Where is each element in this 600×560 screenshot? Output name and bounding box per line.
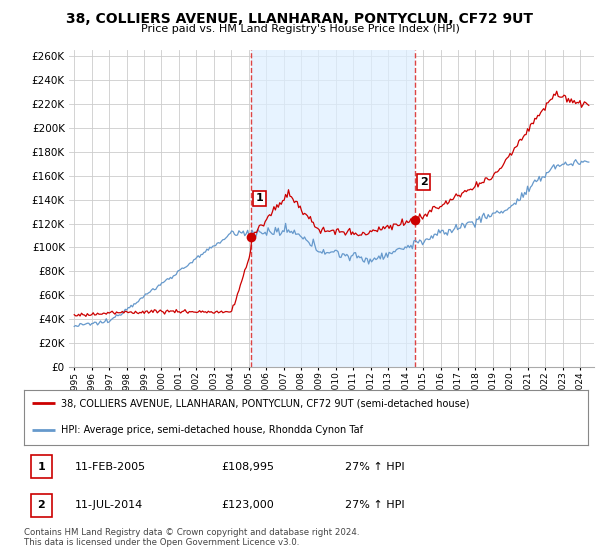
Text: 2: 2 (420, 177, 427, 186)
Text: 11-JUL-2014: 11-JUL-2014 (75, 501, 143, 510)
Text: 27% ↑ HPI: 27% ↑ HPI (346, 462, 405, 472)
Bar (251, 50, 415, 367)
Text: £108,995: £108,995 (221, 462, 274, 472)
FancyBboxPatch shape (31, 455, 52, 478)
Text: 38, COLLIERS AVENUE, LLANHARAN, PONTYCLUN, CF72 9UT: 38, COLLIERS AVENUE, LLANHARAN, PONTYCLU… (67, 12, 533, 26)
Text: 27% ↑ HPI: 27% ↑ HPI (346, 501, 405, 510)
Text: 1: 1 (256, 193, 263, 203)
Text: Contains HM Land Registry data © Crown copyright and database right 2024.
This d: Contains HM Land Registry data © Crown c… (24, 528, 359, 547)
Text: HPI: Average price, semi-detached house, Rhondda Cynon Taf: HPI: Average price, semi-detached house,… (61, 425, 362, 435)
Text: 11-FEB-2005: 11-FEB-2005 (75, 462, 146, 472)
Text: 38, COLLIERS AVENUE, LLANHARAN, PONTYCLUN, CF72 9UT (semi-detached house): 38, COLLIERS AVENUE, LLANHARAN, PONTYCLU… (61, 399, 469, 408)
Text: Price paid vs. HM Land Registry's House Price Index (HPI): Price paid vs. HM Land Registry's House … (140, 24, 460, 34)
FancyBboxPatch shape (31, 494, 52, 517)
Text: 1: 1 (38, 462, 46, 472)
Text: 2: 2 (38, 501, 46, 510)
Text: £123,000: £123,000 (221, 501, 274, 510)
